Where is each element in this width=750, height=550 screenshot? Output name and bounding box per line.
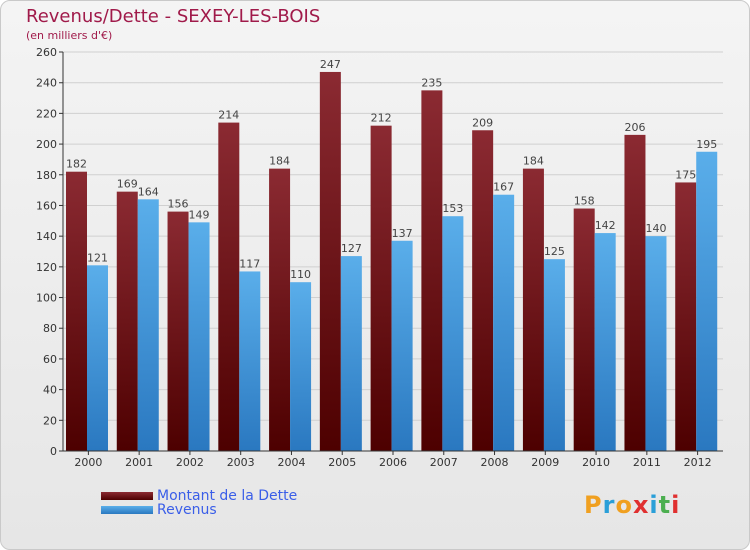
- x-tick-label: 2002: [176, 456, 204, 469]
- bar-revenue: [137, 199, 159, 451]
- y-tick-label: 220: [36, 107, 57, 120]
- x-tick-label: 2010: [582, 456, 610, 469]
- data-label-revenue: 142: [595, 219, 616, 232]
- bar-debt: [573, 208, 595, 451]
- logo-letter: i: [649, 491, 659, 519]
- bar-revenue: [493, 194, 515, 451]
- logo-letter: P: [584, 491, 603, 519]
- legend-label-revenue: Revenus: [157, 502, 217, 518]
- data-label-debt: 182: [66, 158, 87, 171]
- legend-label-debt: Montant de la Dette: [157, 488, 298, 504]
- y-tick-label: 260: [36, 46, 57, 59]
- data-label-revenue: 140: [645, 222, 666, 235]
- bar-debt: [116, 191, 138, 451]
- x-tick-label: 2003: [227, 456, 255, 469]
- data-label-debt: 214: [218, 109, 239, 122]
- y-tick-label: 20: [43, 414, 57, 427]
- logo-letter: r: [602, 491, 616, 519]
- data-label-debt: 156: [168, 198, 189, 211]
- bar-revenue: [594, 233, 616, 451]
- bar-revenue: [391, 240, 413, 451]
- y-tick-label: 60: [43, 353, 57, 366]
- bar-debt: [319, 71, 341, 451]
- data-label-revenue: 137: [392, 227, 413, 240]
- y-tick-label: 140: [36, 230, 57, 243]
- bar-revenue: [442, 216, 464, 451]
- data-label-debt: 209: [472, 116, 493, 129]
- data-label-debt: 206: [624, 121, 645, 134]
- data-label-revenue: 110: [290, 268, 311, 281]
- bar-debt: [472, 130, 494, 451]
- x-tick-label: 2004: [277, 456, 305, 469]
- x-tick-label: 2006: [379, 456, 407, 469]
- bar-debt: [370, 125, 392, 452]
- chart-subtitle: (en milliers d'€): [26, 29, 113, 42]
- bar-debt: [522, 168, 544, 451]
- data-label-debt: 184: [523, 155, 544, 168]
- bar-debt: [269, 168, 291, 451]
- x-tick-label: 2007: [430, 456, 458, 469]
- data-label-debt: 184: [269, 155, 290, 168]
- data-label-debt: 175: [675, 168, 696, 181]
- data-label-revenue: 167: [493, 181, 514, 194]
- proxiti-logo: Proxiti: [584, 491, 680, 519]
- data-label-revenue: 195: [696, 138, 717, 151]
- x-tick-label: 2009: [531, 456, 559, 469]
- y-tick-label: 0: [50, 445, 57, 458]
- bar-revenue: [188, 222, 210, 451]
- legend-item-debt: Montant de la Dette: [101, 488, 298, 504]
- x-tick-label: 2008: [481, 456, 509, 469]
- data-label-debt: 247: [320, 58, 341, 71]
- x-tick-label: 2001: [125, 456, 153, 469]
- bar-debt: [675, 182, 697, 451]
- y-tick-label: 80: [43, 322, 57, 335]
- bar-revenue: [290, 282, 312, 451]
- bar-revenue: [87, 265, 108, 451]
- data-label-revenue: 125: [544, 245, 565, 258]
- bar-revenue: [696, 151, 718, 451]
- x-tick-label: 2012: [684, 456, 712, 469]
- bar-revenue: [543, 259, 565, 451]
- logo-letter: o: [615, 491, 633, 519]
- legend-item-revenue: Revenus: [101, 502, 217, 518]
- y-tick-label: 40: [43, 384, 57, 397]
- y-tick-label: 180: [36, 169, 57, 182]
- bar-revenue: [645, 236, 667, 451]
- bar-debt: [421, 90, 443, 451]
- legend-swatch-debt: [101, 492, 153, 500]
- x-tick-label: 2011: [633, 456, 661, 469]
- x-tick-label: 2000: [74, 456, 102, 469]
- data-label-revenue: 149: [189, 208, 210, 221]
- x-tick-label: 2005: [328, 456, 356, 469]
- y-tick-label: 120: [36, 261, 57, 274]
- data-label-debt: 212: [371, 112, 392, 125]
- logo-letter: x: [632, 491, 650, 519]
- legend-swatch-revenue: [101, 506, 153, 514]
- bar-debt: [624, 134, 646, 451]
- data-label-debt: 235: [421, 76, 442, 89]
- data-label-revenue: 164: [138, 185, 159, 198]
- y-tick-label: 200: [36, 138, 57, 151]
- data-label-revenue: 127: [341, 242, 362, 255]
- bar-debt: [218, 122, 240, 451]
- y-tick-label: 100: [36, 292, 57, 305]
- data-label-revenue: 153: [442, 202, 463, 215]
- data-label-debt: 169: [117, 178, 138, 191]
- bar-debt: [66, 171, 87, 451]
- logo-letter: i: [671, 491, 681, 519]
- y-tick-label: 160: [36, 199, 57, 212]
- logo-letter: t: [658, 491, 672, 519]
- data-label-revenue: 121: [87, 251, 108, 264]
- bar-revenue: [340, 256, 362, 451]
- bar-debt: [167, 211, 189, 451]
- bar-revenue: [239, 271, 261, 451]
- data-label-debt: 158: [574, 195, 595, 208]
- y-tick-label: 240: [36, 77, 57, 90]
- chart-title: Revenus/Dette - SEXEY-LES-BOIS: [26, 6, 321, 27]
- data-label-revenue: 117: [239, 257, 260, 270]
